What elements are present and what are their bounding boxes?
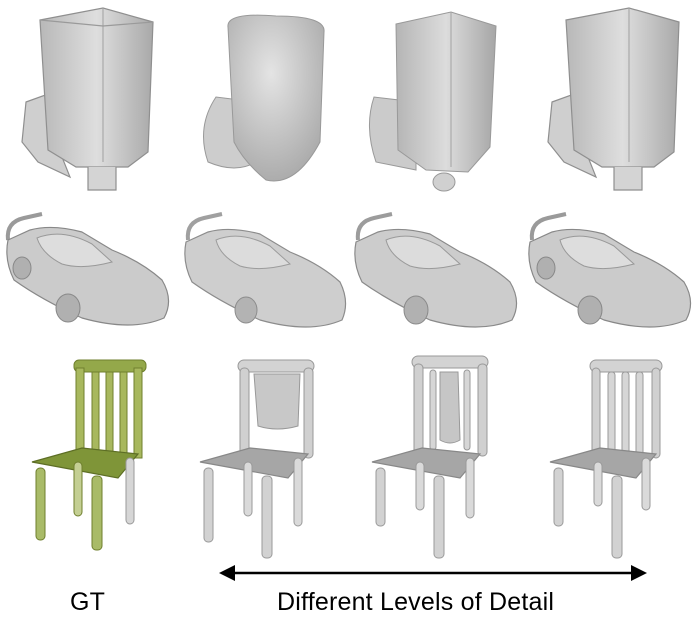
chair-gt xyxy=(22,350,152,560)
car-lod-3 xyxy=(524,200,696,340)
chair-lod-1 xyxy=(192,350,322,560)
chair-lod-2 xyxy=(364,350,494,560)
car-gt xyxy=(2,200,174,340)
dispenser-lod-2 xyxy=(356,2,528,192)
car-lod-2 xyxy=(350,200,522,340)
dispenser-lod-3 xyxy=(534,2,698,192)
gt-label: GT xyxy=(70,588,106,616)
double-arrow-icon xyxy=(219,565,647,581)
lod-label: Different Levels of Detail xyxy=(277,588,555,616)
dispenser-gt xyxy=(8,2,180,192)
dispenser-lod-1 xyxy=(186,2,358,192)
car-lod-1 xyxy=(178,200,350,340)
chair-lod-3 xyxy=(546,350,676,560)
